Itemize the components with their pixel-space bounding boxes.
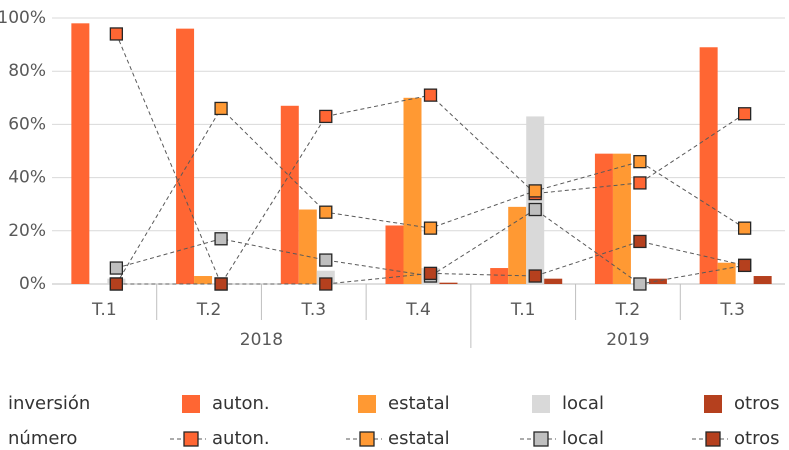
legend-title: inversión: [8, 393, 90, 414]
legend-marker: [183, 431, 199, 447]
marker: [633, 277, 647, 291]
marker: [319, 277, 333, 291]
legend-marker: [533, 431, 549, 447]
marker: [737, 221, 752, 235]
bar: [544, 278, 563, 284]
marker: [214, 232, 228, 246]
marker: [423, 221, 438, 235]
marker: [214, 101, 228, 116]
legend-label: otros: [734, 428, 779, 449]
bar: [753, 276, 772, 284]
legend-label: auton.: [212, 393, 270, 414]
bar: [508, 206, 527, 284]
legend-swatch: [704, 395, 722, 413]
x-tick-label: T.4: [405, 300, 431, 320]
bar: [648, 278, 667, 284]
legend-marker: [359, 431, 375, 447]
legend-swatch: [358, 395, 376, 413]
legend-label: otros: [734, 393, 779, 414]
bar: [717, 262, 736, 284]
marker: [109, 261, 124, 275]
legend-label: auton.: [212, 428, 270, 449]
x-tick-label: T.1: [91, 300, 117, 320]
x-tick-label: T.3: [300, 300, 326, 320]
marker: [214, 277, 228, 291]
marker: [528, 269, 542, 283]
bar: [699, 47, 718, 285]
marker: [737, 258, 752, 273]
marker: [633, 176, 647, 190]
legend-label: local: [562, 428, 604, 449]
bar: [71, 23, 90, 284]
x-tick-label: T.2: [615, 300, 641, 320]
y-tick-label: 40%: [8, 168, 46, 188]
marker: [319, 205, 333, 219]
bar: [298, 209, 317, 284]
y-tick-label: 100%: [0, 8, 46, 28]
legend-label: local: [562, 393, 604, 414]
legend-title: número: [8, 428, 77, 449]
legend-label: estatal: [388, 428, 450, 449]
bar: [280, 105, 299, 284]
x-group-label: 2019: [606, 330, 649, 350]
bar: [439, 282, 458, 284]
x-tick-label: T.2: [196, 300, 222, 320]
bar: [385, 225, 404, 284]
bar: [403, 97, 422, 284]
legend-swatch: [532, 395, 550, 413]
x-tick-label: T.1: [510, 300, 536, 320]
legend-marker: [705, 431, 721, 447]
marker: [528, 184, 542, 198]
y-tick-label: 80%: [8, 61, 46, 81]
marker: [633, 154, 647, 169]
y-tick-label: 0%: [19, 274, 46, 294]
y-tick-label: 20%: [8, 221, 46, 241]
bar: [176, 28, 195, 284]
marker: [319, 253, 333, 267]
marker: [109, 27, 124, 41]
legend-swatch: [182, 395, 200, 413]
marker: [528, 202, 542, 217]
line: [115, 107, 745, 285]
legend-label: estatal: [388, 393, 450, 414]
marker: [109, 277, 124, 291]
bar: [612, 153, 631, 284]
x-tick-label: T.3: [719, 300, 745, 320]
marker: [319, 109, 333, 124]
bar: [194, 276, 213, 284]
x-group-label: 2018: [240, 330, 283, 350]
marker: [423, 266, 438, 281]
marker: [633, 234, 647, 249]
marker: [737, 107, 752, 121]
y-tick-label: 60%: [8, 114, 46, 134]
marker: [423, 88, 438, 102]
bar: [490, 268, 509, 284]
